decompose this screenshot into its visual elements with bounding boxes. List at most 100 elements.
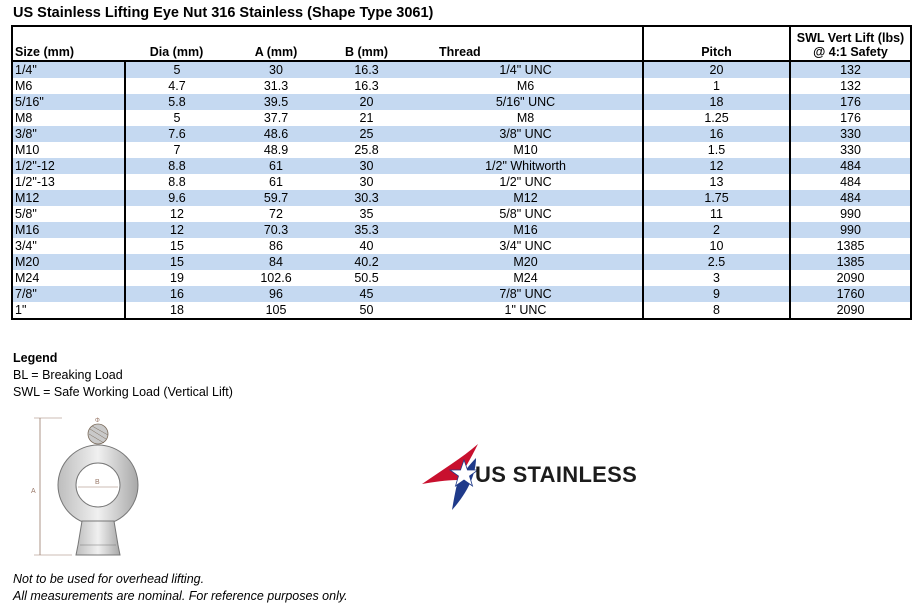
cell-size: M6 — [11, 78, 126, 94]
cell-thread: 7/8" UNC — [409, 286, 643, 302]
note-nominal: All measurements are nominal. For refere… — [13, 589, 348, 603]
cell-thread: 1/2" UNC — [499, 175, 552, 189]
cell-size: 1/2"-12 — [11, 158, 126, 174]
cell-pitch: 2.5 — [642, 254, 790, 270]
cell-a: 31.3 — [263, 79, 289, 93]
cell-thread: M12 — [409, 190, 643, 206]
cell-dia: 12 — [170, 207, 184, 221]
cell-swl: 484 — [789, 158, 912, 174]
cell-thread: M6 — [516, 79, 535, 93]
note-overhead: Not to be used for overhead lifting. — [13, 572, 205, 586]
table-row: 1/4" 5 30 16.3 1/4" UNC 20 132 — [11, 61, 912, 78]
cell-dia: 9.6 — [125, 190, 228, 206]
cell-dia: 4.7 — [168, 79, 186, 93]
cell-swl: 330 — [789, 126, 912, 142]
cell-swl: 1760 — [789, 286, 912, 302]
cell-swl: 176 — [789, 110, 912, 126]
header-swl: SWL Vert Lift (lbs) @ 4:1 Safety — [789, 25, 912, 62]
legend: Legend BL = Breaking Load SWL = Safe Wor… — [13, 350, 233, 401]
cell-b: 35.3 — [324, 222, 409, 238]
header-b: B (mm) — [324, 25, 409, 62]
footer-notes: Not to be used for overhead lifting. All… — [13, 571, 348, 605]
cell-dia: 5.8 — [125, 94, 228, 110]
cell-a: 59.7 — [228, 190, 324, 206]
cell-a: 39.5 — [228, 94, 324, 110]
cell-a: 48.9 — [263, 143, 289, 157]
header-a: A (mm) — [228, 25, 324, 62]
cell-b: 50 — [324, 302, 409, 320]
cell-dia: 15 — [170, 239, 184, 253]
cell-size: 1/4" — [11, 61, 126, 78]
eye-nut-diagram: A Φ B — [31, 417, 139, 556]
cell-size: 3/8" — [11, 126, 126, 142]
cell-size: M20 — [11, 254, 126, 270]
table-row: M16 12 70.3 35.3 M16 2 990 — [11, 222, 912, 238]
table-row: 5/8" 12 72 35 5/8" UNC 11 990 — [11, 206, 912, 222]
spec-table: Size (mm) Dia (mm) A (mm) B (mm) Thread … — [11, 25, 912, 320]
cell-thread: M24 — [513, 271, 538, 285]
cell-thread: M10 — [513, 143, 538, 157]
table-body: 1/4" 5 30 16.3 1/4" UNC 20 132 M6 4.7 31.3 16.3 M6 1… — [11, 61, 912, 320]
cell-size: M12 — [11, 190, 126, 206]
page-title: US Stainless Lifting Eye Nut 316 Stainle… — [13, 5, 434, 21]
cell-swl: 990 — [789, 222, 912, 238]
cell-b: 30.3 — [324, 190, 409, 206]
table-header-row: Size (mm) Dia (mm) A (mm) B (mm) Thread … — [11, 25, 912, 62]
cell-thread: 1/4" UNC — [409, 61, 643, 78]
header-thread: Thread — [409, 25, 643, 62]
cell-thread: 3/4" UNC — [499, 239, 552, 253]
header-swl-line1: SWL Vert Lift (lbs) — [796, 31, 905, 45]
cell-thread: 3/8" UNC — [409, 126, 643, 142]
cell-b: 40 — [359, 239, 374, 253]
cell-b: 45 — [324, 286, 409, 302]
cell-b: 30 — [324, 158, 409, 174]
table-row: 7/8" 16 96 45 7/8" UNC 9 1760 — [11, 286, 912, 302]
cell-thread: M8 — [516, 111, 535, 125]
cell-dia: 8.8 — [125, 158, 228, 174]
cell-a: 70.3 — [228, 222, 324, 238]
cell-a: 61 — [269, 175, 283, 189]
cell-a: 96 — [228, 286, 324, 302]
table-row: M6 4.7 31.3 16.3 M6 1 132 — [11, 78, 912, 94]
cell-swl: 2090 — [789, 270, 912, 286]
cell-swl: 132 — [789, 61, 912, 78]
legend-item-bl: BL = Breaking Load — [13, 368, 123, 382]
cell-pitch: 18 — [642, 94, 790, 110]
cell-dia: 16 — [125, 286, 228, 302]
cell-swl: 1385 — [789, 254, 912, 270]
cell-size: M10 — [11, 142, 126, 158]
cell-size: M24 — [11, 270, 126, 286]
cell-size: 7/8" — [11, 286, 126, 302]
dim-b-label: B — [95, 479, 100, 486]
cell-dia: 5 — [173, 111, 181, 125]
cell-swl: 484 — [789, 190, 912, 206]
cell-dia: 7 — [173, 143, 181, 157]
cell-swl: 990 — [789, 206, 912, 222]
legend-item-swl: SWL = Safe Working Load (Vertical Lift) — [13, 385, 233, 399]
cell-size: 5/8" — [11, 206, 126, 222]
cell-a: 102.6 — [260, 271, 292, 285]
dim-a-label: A — [31, 488, 36, 495]
cell-size: M8 — [11, 110, 126, 126]
cell-b: 25 — [324, 126, 409, 142]
cell-thread: 1/2" Whitworth — [409, 158, 643, 174]
cell-size: M16 — [11, 222, 126, 238]
header-size: Size (mm) — [11, 25, 125, 62]
cell-swl: 176 — [789, 94, 912, 110]
cell-b: 16.3 — [324, 61, 409, 78]
header-pitch: Pitch — [642, 25, 790, 62]
table-row: M24 19 102.6 50.5 M24 3 2090 — [11, 270, 912, 286]
cell-a: 30 — [228, 61, 324, 78]
cell-pitch: 1 — [642, 78, 790, 94]
table-row: 1/2"-12 8.8 61 30 1/2" Whitworth 12 484 — [11, 158, 912, 174]
cell-b: 35 — [359, 207, 374, 221]
cell-dia: 7.6 — [125, 126, 228, 142]
cell-dia: 5 — [125, 61, 228, 78]
cell-b: 20 — [324, 94, 409, 110]
logo-wordmark: US STAINLESS — [475, 462, 638, 487]
cell-pitch: 11 — [642, 206, 790, 222]
cell-pitch: 20 — [642, 61, 790, 78]
cell-swl: 132 — [789, 78, 912, 94]
cell-b: 30 — [359, 175, 374, 189]
cell-size: 3/4" — [11, 238, 126, 254]
